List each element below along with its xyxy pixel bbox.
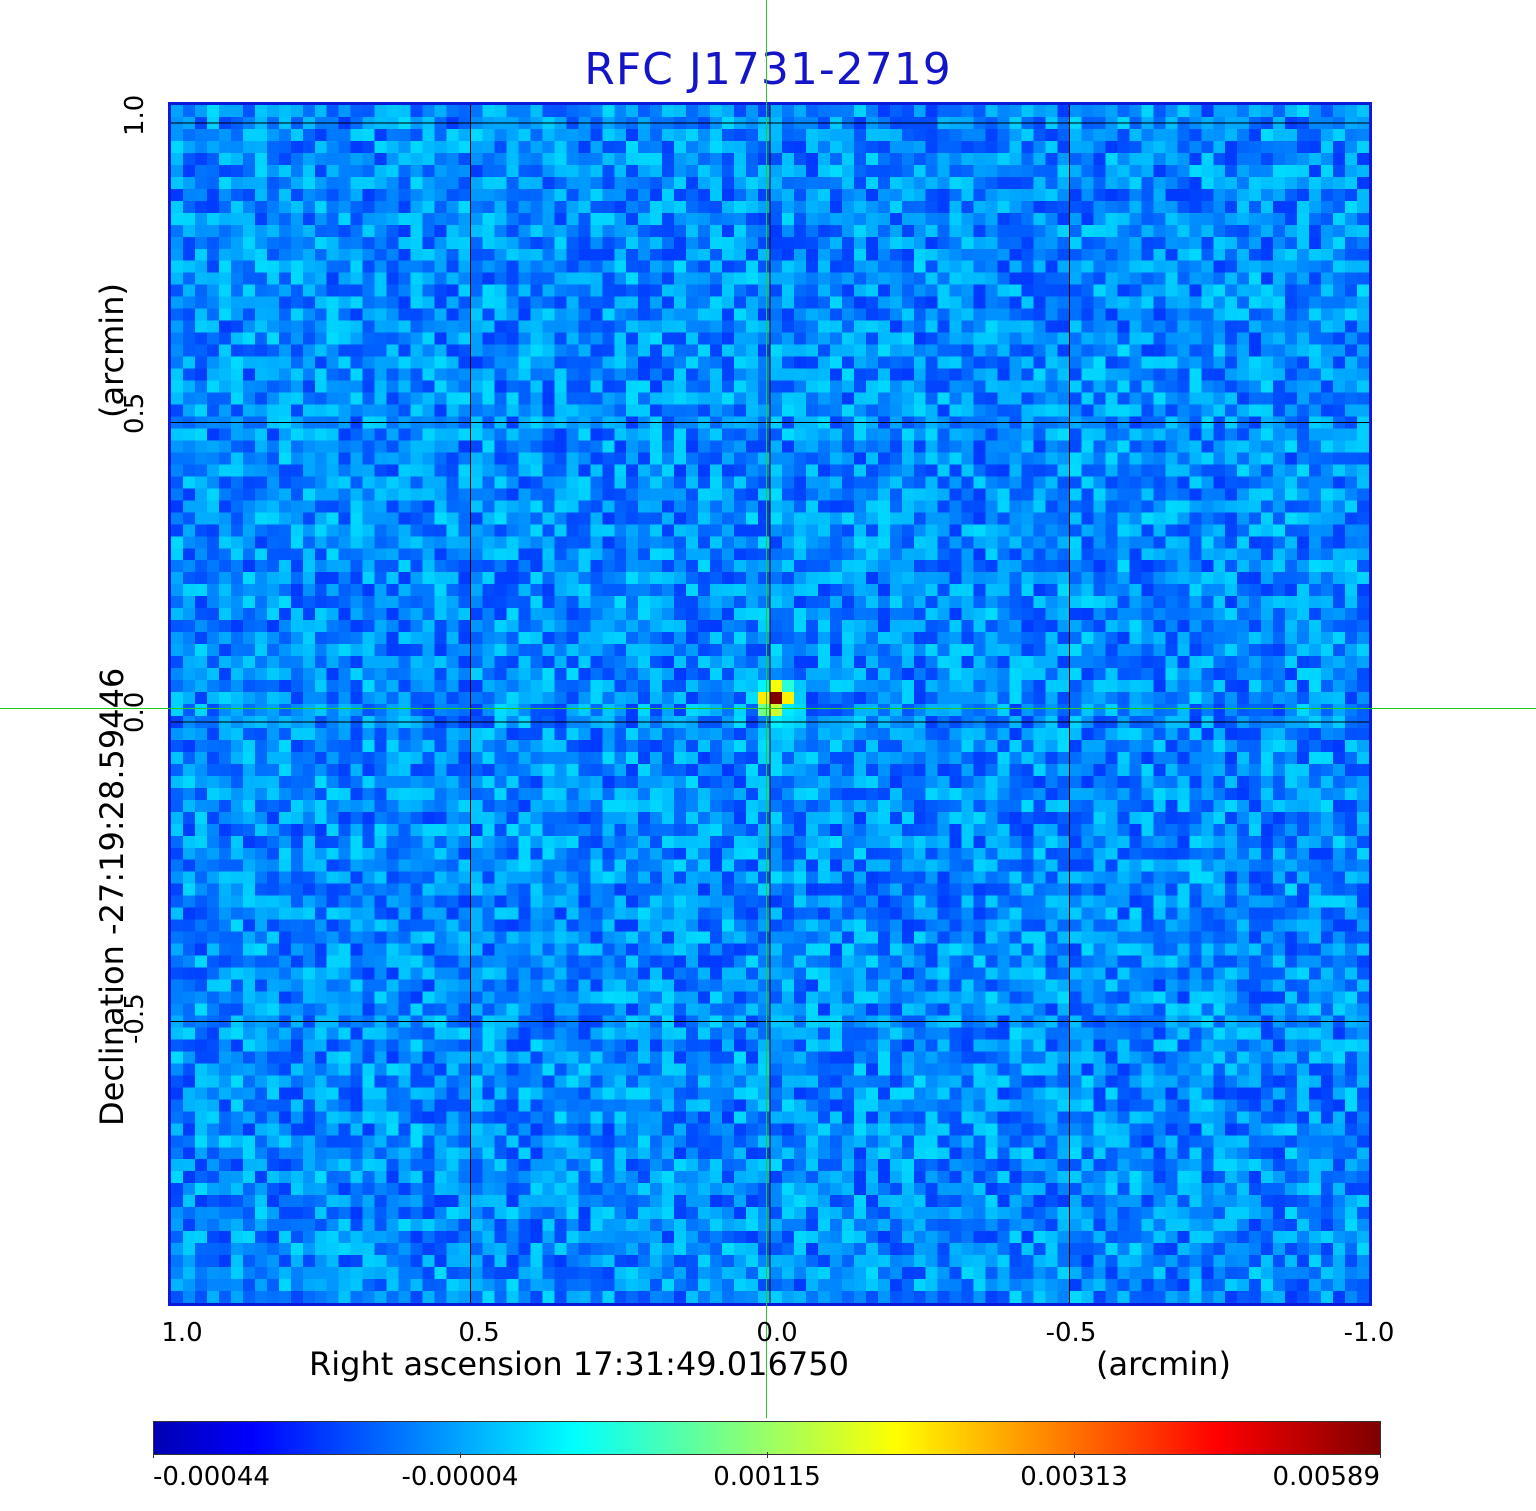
y-axis-unit: (arcmin) bbox=[93, 283, 131, 418]
chart-title: RFC J1731-2719 bbox=[584, 44, 952, 95]
colorbar-tick-label: -0.00004 bbox=[401, 1462, 519, 1492]
colorbar-tick-mark bbox=[460, 1452, 461, 1458]
colorbar bbox=[153, 1421, 1381, 1455]
colorbar-tick-mark bbox=[153, 1452, 154, 1458]
colorbar-tick-label: 0.00313 bbox=[1020, 1462, 1128, 1492]
crosshair-vertical bbox=[766, 0, 767, 1418]
colorbar-tick-label: -0.00044 bbox=[153, 1462, 270, 1492]
x-tick-label: -1.0 bbox=[1343, 1318, 1395, 1348]
colorbar-tick-mark bbox=[767, 1452, 768, 1458]
grid-overlay bbox=[171, 105, 1369, 1303]
x-tick-label: 0.0 bbox=[756, 1318, 798, 1348]
x-axis-label: Right ascension 17:31:49.016750 bbox=[309, 1345, 849, 1383]
y-axis-label: Declination -27:19:28.59446 bbox=[93, 667, 131, 1126]
x-tick-label: -0.5 bbox=[1045, 1318, 1097, 1348]
colorbar-tick-mark bbox=[1380, 1452, 1381, 1458]
x-tick-label: 0.5 bbox=[458, 1318, 500, 1348]
colorbar-tick-label: 0.00589 bbox=[1272, 1462, 1380, 1492]
crosshair-horizontal bbox=[0, 708, 1536, 709]
y-tick-label: 1.0 bbox=[120, 94, 150, 136]
x-axis-unit: (arcmin) bbox=[1096, 1345, 1231, 1383]
colorbar-tick-label: 0.00115 bbox=[713, 1462, 821, 1492]
x-tick-label: 1.0 bbox=[161, 1318, 203, 1348]
colorbar-tick-mark bbox=[1074, 1452, 1075, 1458]
plot-area bbox=[168, 102, 1372, 1306]
